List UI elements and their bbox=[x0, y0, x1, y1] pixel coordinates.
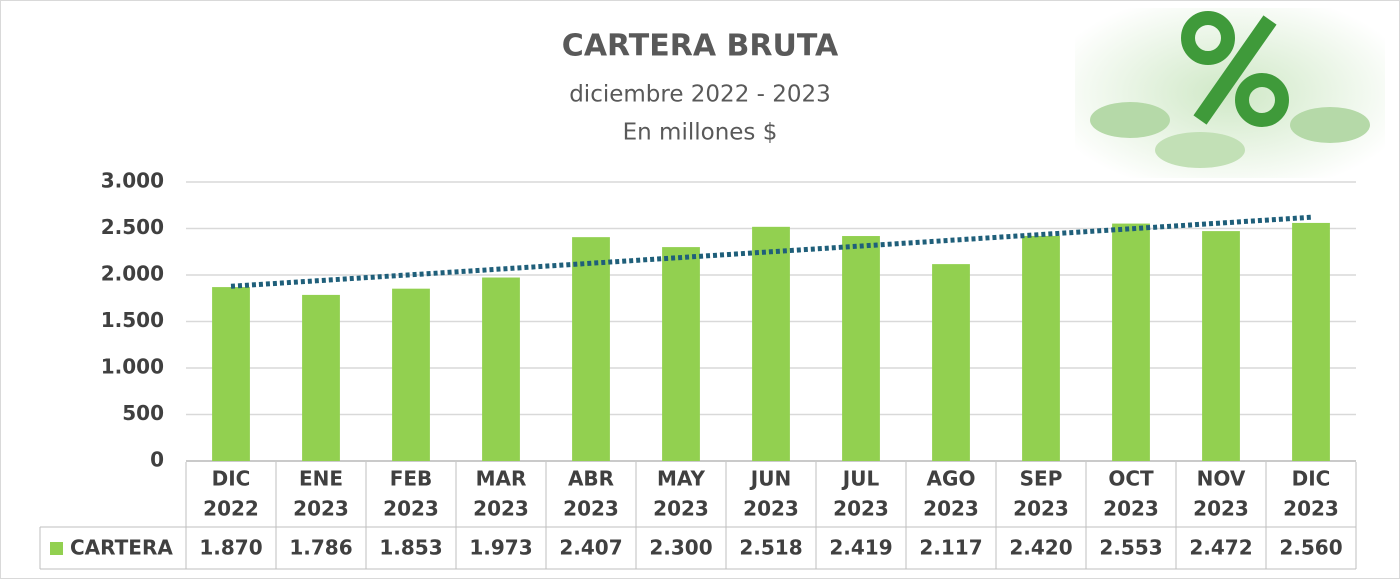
x-tick-label: MAY bbox=[657, 467, 705, 491]
legend-swatch bbox=[50, 542, 63, 555]
table-value: 2.560 bbox=[1279, 536, 1342, 560]
y-tick-label: 2.500 bbox=[101, 215, 164, 239]
x-tick-label: 2023 bbox=[383, 497, 439, 521]
bar bbox=[302, 294, 340, 461]
chart-subtitle: diciembre 2022 - 2023 bbox=[569, 82, 831, 108]
bar bbox=[842, 236, 880, 461]
x-tick-label: DIC bbox=[1292, 467, 1331, 491]
x-tick-label: OCT bbox=[1108, 467, 1154, 491]
x-tick-label: JUN bbox=[749, 467, 791, 491]
y-tick-label: 1.500 bbox=[101, 308, 164, 332]
y-tick-label: 3.000 bbox=[101, 169, 164, 193]
x-tick-label: 2023 bbox=[923, 497, 979, 521]
table-value: 1.786 bbox=[289, 536, 352, 560]
x-tick-label: NOV bbox=[1197, 467, 1246, 491]
y-tick-label: 0 bbox=[150, 448, 164, 472]
bar bbox=[1112, 223, 1150, 461]
bar bbox=[392, 288, 430, 461]
bar bbox=[662, 247, 700, 461]
x-tick-label: 2022 bbox=[203, 497, 259, 521]
table-value: 2.472 bbox=[1189, 536, 1252, 560]
decorative-image bbox=[1075, 8, 1385, 178]
x-tick-label: MAR bbox=[476, 467, 527, 491]
table-value: 2.419 bbox=[829, 536, 892, 560]
legend-label: CARTERA bbox=[70, 536, 173, 560]
x-tick-label: 2023 bbox=[293, 497, 349, 521]
y-tick-label: 2.000 bbox=[101, 262, 164, 286]
table-value: 2.300 bbox=[649, 536, 712, 560]
bar bbox=[752, 226, 790, 461]
x-tick-label: JUL bbox=[841, 467, 880, 491]
x-tick-label: DIC bbox=[212, 467, 251, 491]
x-tick-label: 2023 bbox=[743, 497, 799, 521]
unit-label: En millones $ bbox=[623, 120, 778, 146]
x-tick-label: 2023 bbox=[1283, 497, 1339, 521]
bar bbox=[572, 237, 610, 461]
y-tick-label: 500 bbox=[122, 401, 164, 425]
bar bbox=[1292, 222, 1330, 461]
x-tick-label: SEP bbox=[1020, 467, 1063, 491]
trendline bbox=[230, 214, 1312, 289]
table-value: 2.553 bbox=[1099, 536, 1162, 560]
bar bbox=[482, 277, 520, 461]
x-tick-label: AGO bbox=[927, 467, 976, 491]
table-value: 1.870 bbox=[199, 536, 262, 560]
table-value: 1.853 bbox=[379, 536, 442, 560]
x-tick-label: 2023 bbox=[473, 497, 529, 521]
x-tick-label: 2023 bbox=[833, 497, 889, 521]
x-tick-label: ENE bbox=[299, 467, 343, 491]
table-value: 2.407 bbox=[559, 536, 622, 560]
y-tick-label: 1.000 bbox=[101, 355, 164, 379]
bar bbox=[1202, 231, 1240, 461]
x-tick-label: ABR bbox=[568, 467, 614, 491]
table-value: 2.117 bbox=[919, 536, 982, 560]
table-value: 2.420 bbox=[1009, 536, 1072, 560]
table-value: 1.973 bbox=[469, 536, 532, 560]
x-tick-label: 2023 bbox=[1193, 497, 1249, 521]
x-tick-label: 2023 bbox=[653, 497, 709, 521]
x-tick-label: 2023 bbox=[563, 497, 619, 521]
table-value: 2.518 bbox=[739, 536, 802, 560]
x-tick-label: FEB bbox=[390, 467, 433, 491]
chart-title: CARTERA BRUTA bbox=[562, 29, 839, 64]
x-tick-label: 2023 bbox=[1013, 497, 1069, 521]
bar bbox=[212, 287, 250, 461]
bar bbox=[932, 264, 970, 461]
x-tick-label: 2023 bbox=[1103, 497, 1159, 521]
bar bbox=[1022, 235, 1060, 461]
